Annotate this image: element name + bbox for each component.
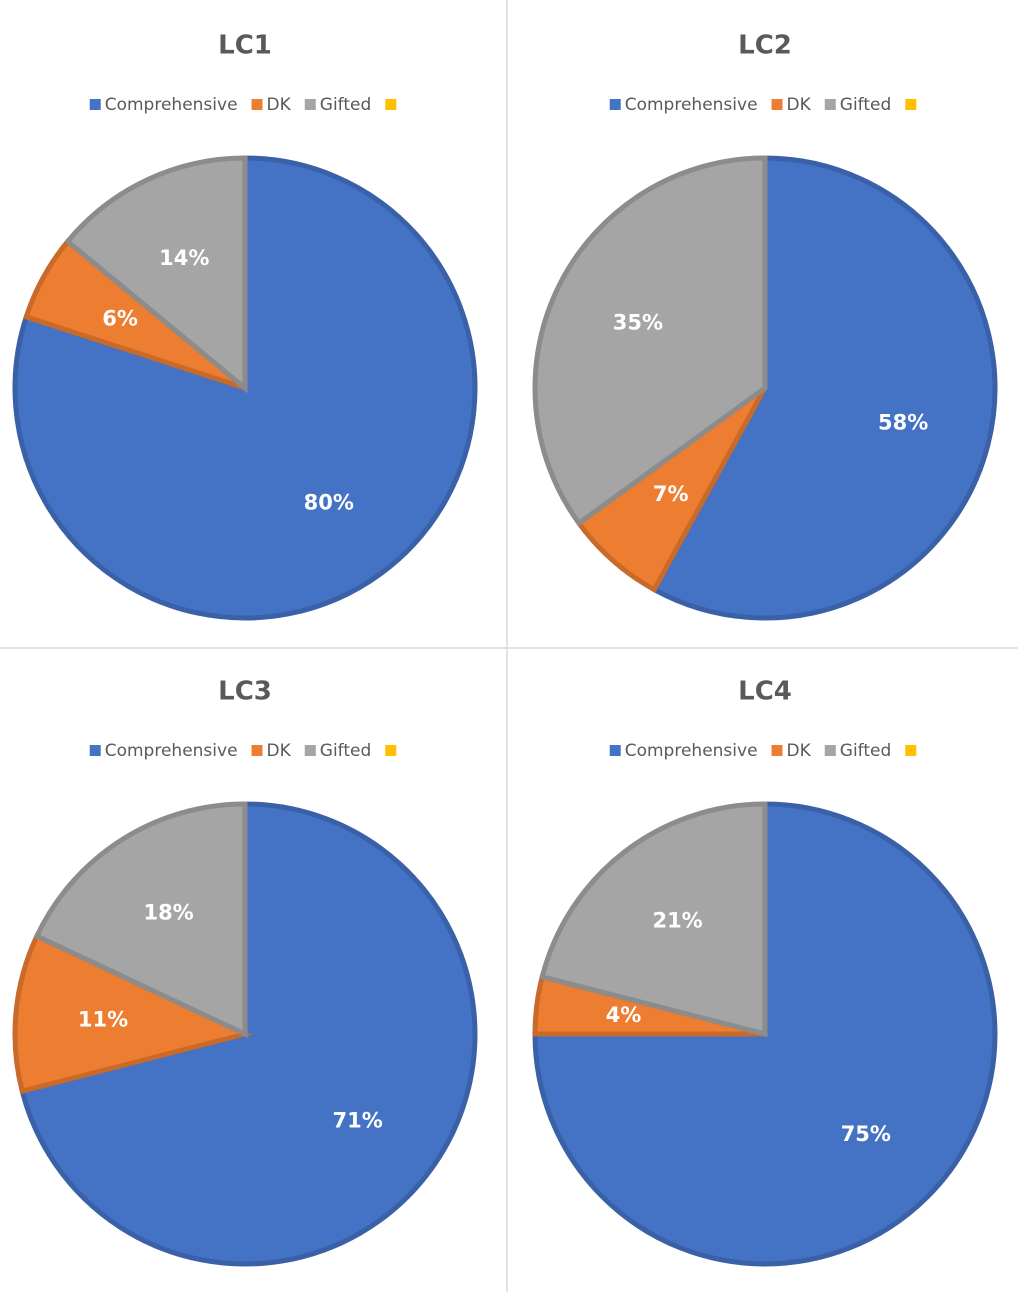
legend-label: Gifted <box>320 741 372 761</box>
chart-title: LC2 <box>738 31 792 61</box>
data-label: 58% <box>878 410 928 434</box>
legend-marker <box>771 99 783 110</box>
legend-marker <box>771 745 783 756</box>
data-label: 21% <box>652 908 702 932</box>
legend-marker <box>609 99 621 110</box>
legend-label: Comprehensive <box>625 95 758 115</box>
legend-label: Gifted <box>840 741 892 761</box>
legend: Comprehensive DK Gifted <box>609 95 917 115</box>
legend-marker <box>304 99 316 110</box>
legend: Comprehensive DK Gifted <box>89 741 397 761</box>
legend-label: DK <box>267 741 292 761</box>
data-label: 35% <box>613 310 663 334</box>
chart-title: LC4 <box>738 677 792 707</box>
legend-label: Gifted <box>320 95 372 115</box>
legend-marker <box>609 745 621 756</box>
chart-title: LC1 <box>218 31 272 61</box>
legend-marker <box>304 745 316 756</box>
data-label: 14% <box>159 246 209 270</box>
pie-slice <box>532 801 998 1267</box>
pie-slice <box>650 155 998 621</box>
legend: Comprehensive DK Gifted <box>609 741 917 761</box>
legend-marker <box>824 99 836 110</box>
legend-marker <box>251 99 263 110</box>
legend: Comprehensive DK Gifted <box>89 95 397 115</box>
legend-label: DK <box>787 95 812 115</box>
pie-slice <box>532 155 768 527</box>
legend-label: DK <box>787 741 812 761</box>
pie-slice <box>33 801 248 1038</box>
chart-title: LC3 <box>218 677 272 707</box>
legend-marker <box>385 99 397 110</box>
legend-marker <box>89 99 101 110</box>
legend-marker <box>385 745 397 756</box>
legend-marker <box>905 99 917 110</box>
legend-marker <box>905 745 917 756</box>
legend-marker <box>824 745 836 756</box>
legend-marker <box>89 745 101 756</box>
legend-label: Gifted <box>840 95 892 115</box>
legend-label: Comprehensive <box>625 741 758 761</box>
pie-slice <box>12 155 478 621</box>
legend-label: Comprehensive <box>105 741 238 761</box>
data-label: 75% <box>841 1122 891 1146</box>
data-label: 7% <box>653 482 689 506</box>
pie-slice <box>64 155 248 394</box>
data-label: 11% <box>78 1008 128 1032</box>
pie-slice <box>539 801 768 1038</box>
legend-label: Comprehensive <box>105 95 238 115</box>
legend-label: DK <box>267 95 292 115</box>
data-label: 6% <box>102 306 138 330</box>
data-label: 18% <box>143 901 193 925</box>
data-label: 80% <box>304 490 354 514</box>
legend-marker <box>251 745 263 756</box>
data-label: 71% <box>333 1108 383 1132</box>
pie-slice <box>12 932 253 1095</box>
data-label: 4% <box>606 1003 642 1027</box>
